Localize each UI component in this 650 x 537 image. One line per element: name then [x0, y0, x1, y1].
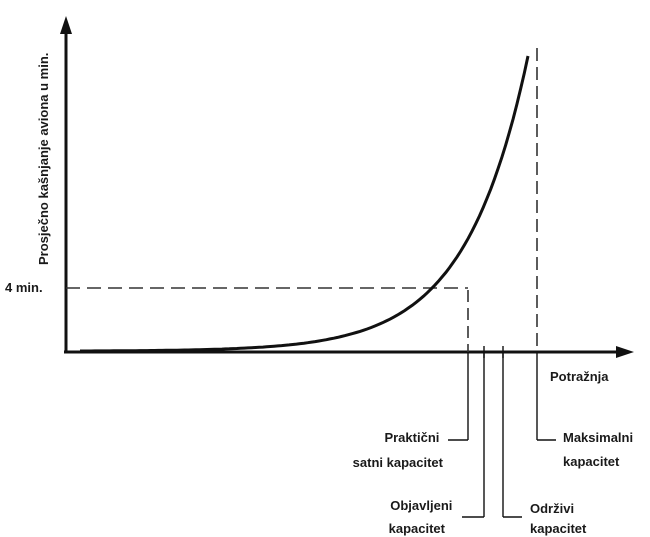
y-axis-arrow: [60, 16, 72, 34]
delay-curve: [80, 55, 530, 353]
y-marker-label: 4 min.: [5, 280, 43, 295]
x-axis-label: Potražnja: [550, 369, 609, 384]
practical-capacity-label: Praktični satni kapacitet: [353, 430, 444, 470]
declared-capacity-label: Objavljeni kapacitet: [389, 498, 456, 536]
x-axis-arrow: [616, 346, 634, 358]
sustainable-capacity-label: Održivi kapacitet: [530, 501, 587, 536]
maximum-capacity-label: Maksimalni kapacitet: [563, 430, 637, 469]
y-axis-label: Prosječno kašnjanje aviona u min.: [36, 53, 51, 265]
